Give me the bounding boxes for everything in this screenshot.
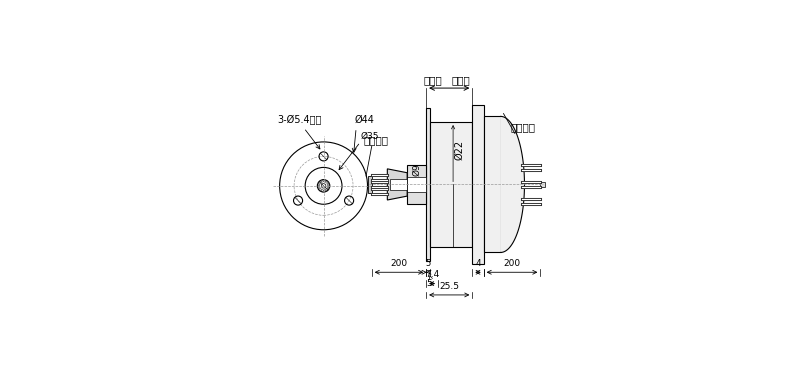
Text: 转子边: 转子边 [424,75,442,85]
Text: Ø22: Ø22 [454,140,465,160]
Text: 3-Ø5.4均布: 3-Ø5.4均布 [277,115,321,125]
Bar [390,179,406,190]
Text: 转子导线: 转子导线 [363,135,388,145]
Text: 7.4: 7.4 [425,270,439,279]
Text: Ø35: Ø35 [361,131,379,141]
Bar [472,105,484,264]
Text: 5: 5 [426,279,433,289]
Polygon shape [387,169,407,200]
Text: 200: 200 [390,259,407,268]
Polygon shape [501,116,525,252]
Bar [426,108,430,261]
Bar [484,116,501,252]
Bar [407,177,426,191]
Bar [407,164,426,204]
Text: 200: 200 [503,259,521,268]
Bar [430,122,472,247]
Text: 25.5: 25.5 [439,282,459,291]
Bar [540,182,545,187]
Text: 4: 4 [475,259,481,268]
Text: 5: 5 [426,259,430,268]
Text: 定子导线: 定子导线 [510,122,535,132]
Text: Ø9: Ø9 [412,163,421,176]
Text: Ø44: Ø44 [354,115,374,125]
Bar [368,176,372,193]
Text: 定子边: 定子边 [451,75,470,85]
